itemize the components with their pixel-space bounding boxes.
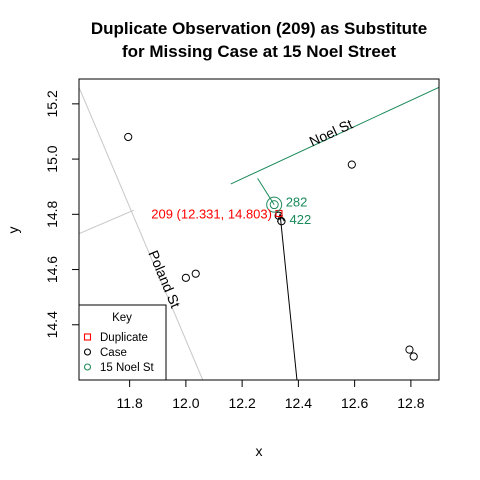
- noel-st-point-outer: [266, 196, 283, 213]
- x-tick-label-5: 12.8: [397, 395, 424, 411]
- legend-label-noel: 15 Noel St: [100, 362, 155, 374]
- x-tick-label-1: 12.0: [172, 395, 199, 411]
- case-arrow-line: [279, 214, 298, 380]
- poland-st-label: Poland St: [145, 248, 183, 310]
- noel-st-label: Noel St: [307, 116, 355, 150]
- case-point-4: [405, 345, 414, 354]
- legend: Key Duplicate Case 15 Noel St: [78, 304, 167, 381]
- case-point-0: [124, 132, 133, 142]
- case-point-3: [347, 160, 356, 169]
- case-point-5: [409, 352, 418, 361]
- case-point-1: [181, 273, 190, 282]
- legend-label-case: Case: [100, 347, 127, 359]
- chart-title-line-2: for Missing Case at 15 Noel Street: [122, 42, 396, 61]
- poland-st-connector: [79, 209, 135, 235]
- chart-title-line-1: Duplicate Observation (209) as Substitut…: [91, 19, 427, 38]
- x-axis: 11.8 12.0 12.2 12.4 12.6 12.8: [117, 379, 425, 411]
- noel-st-point-inner: [269, 200, 279, 210]
- y-tick-label-0: 14.4: [44, 311, 60, 338]
- legend-label-duplicate: Duplicate: [100, 332, 148, 344]
- noel-st-connector: [257, 178, 275, 205]
- roads-layer: [79, 86, 439, 380]
- poland-st-road: [79, 87, 204, 380]
- x-tick-label-4: 12.6: [341, 395, 368, 411]
- y-axis-title: y: [5, 227, 21, 234]
- y-axis: 14.4 14.6 14.8 15.0 15.2: [44, 90, 80, 338]
- x-tick-label-0: 11.8: [117, 395, 143, 411]
- x-tick-label-2: 12.2: [229, 395, 256, 411]
- duplicate-label: 209 (12.331, 14.803): [151, 206, 272, 221]
- case-point-7: [277, 217, 286, 226]
- x-tick-label-3: 12.4: [285, 395, 312, 411]
- points-layer: [124, 132, 418, 361]
- y-tick-label-3: 15.0: [44, 145, 60, 172]
- case-label-282: 282: [286, 195, 308, 210]
- x-axis-title: x: [256, 443, 263, 459]
- case-point-2: [191, 269, 200, 278]
- noel-st-road: [230, 86, 439, 185]
- legend-case-circle-icon: [83, 348, 92, 356]
- y-tick-label-1: 14.6: [44, 256, 60, 283]
- y-tick-label-4: 15.2: [44, 90, 60, 117]
- plot-border: [78, 78, 440, 381]
- case-label-422: 422: [290, 212, 312, 227]
- legend-noel-circle-icon: [83, 363, 92, 371]
- legend-title: Key: [112, 312, 132, 324]
- legend-duplicate-square-icon: [83, 333, 92, 341]
- y-tick-label-2: 14.8: [44, 200, 60, 227]
